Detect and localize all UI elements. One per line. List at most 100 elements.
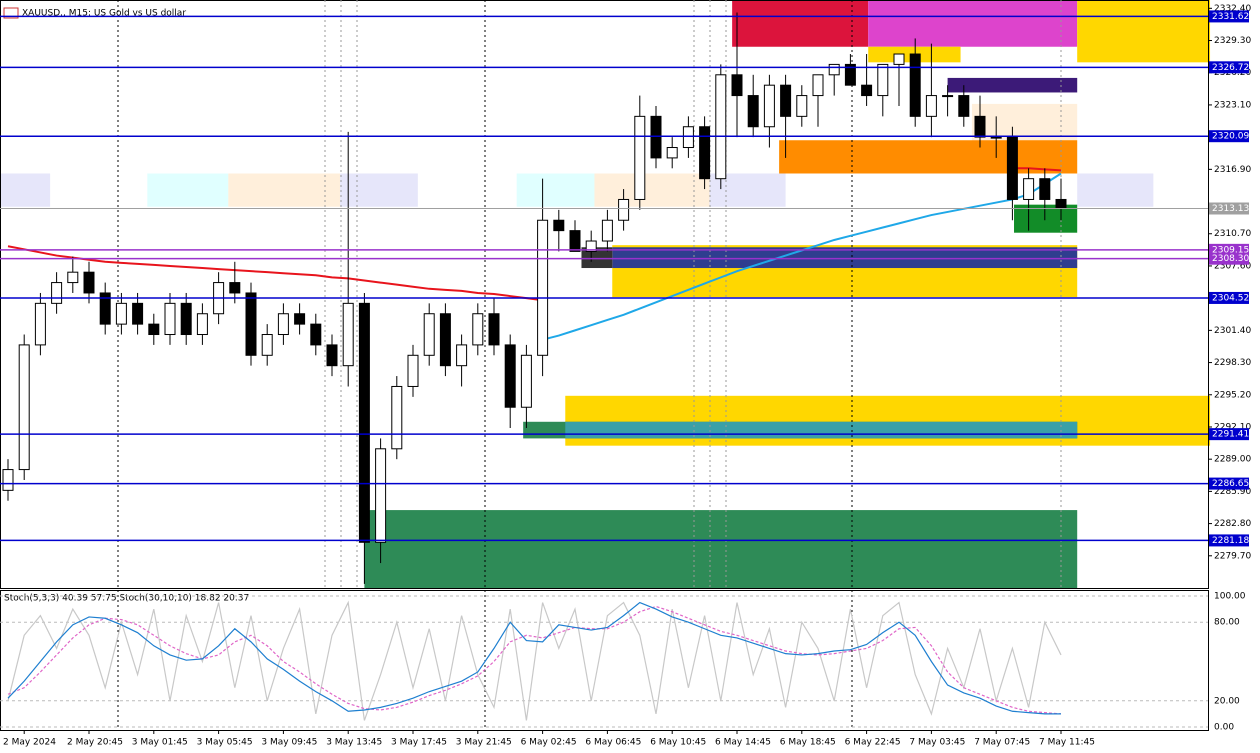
zone — [0, 173, 51, 207]
y-tick-label: 2282.80 — [1214, 519, 1251, 529]
y-tick-label: 2285.90 — [1214, 487, 1251, 497]
y-tick-label: 0.00 — [1214, 723, 1234, 733]
candle-body — [148, 323, 160, 336]
candle-body — [504, 344, 516, 408]
candle-body — [650, 115, 662, 159]
stoch-line — [7, 605, 1062, 715]
candle-body — [699, 126, 711, 180]
zone — [868, 0, 1078, 47]
level-label: 2286.65 — [1212, 479, 1249, 489]
candle-body — [115, 302, 127, 325]
frame — [0, 0, 1209, 731]
candle-body — [1023, 178, 1035, 200]
candle-body — [472, 313, 484, 346]
candle-body — [423, 313, 435, 356]
x-tick-label: 2 May 2024 — [3, 738, 56, 748]
stoch-frame — [0, 590, 1209, 731]
level-label-box — [1209, 61, 1249, 74]
marker-lines — [324, 0, 1062, 588]
candle-body — [796, 95, 808, 117]
level-label: 2331.62 — [1212, 12, 1249, 22]
candle-body — [132, 302, 144, 325]
candle-body — [277, 313, 289, 336]
candle-body — [990, 136, 1002, 139]
zone — [594, 173, 710, 207]
candle-body — [439, 313, 451, 367]
zone — [1077, 0, 1211, 63]
x-tick-label: 3 May 17:45 — [391, 738, 447, 748]
indicator-title: Stoch(5,3,3) 40.39 57.75 Stoch(30,10,10)… — [4, 594, 249, 604]
candle-body — [715, 74, 727, 180]
y-tick-label: 2289.00 — [1214, 455, 1251, 465]
y-tick-label: 2298.30 — [1214, 358, 1251, 368]
y-tick-label: 2301.40 — [1214, 326, 1251, 336]
zone — [228, 173, 341, 207]
candle-body — [358, 302, 370, 543]
candle-body — [294, 313, 306, 325]
y-tick-label: 2307.60 — [1214, 261, 1251, 271]
candle-body — [520, 354, 532, 408]
candle-body — [99, 292, 111, 325]
candle-body — [342, 302, 354, 367]
session-lines — [117, 0, 853, 730]
candle-body — [391, 385, 403, 450]
x-tick-label: 3 May 21:45 — [456, 738, 512, 748]
level-label: 2304.52 — [1212, 293, 1249, 303]
level-label: 2313.13 — [1212, 204, 1249, 214]
y-tick-label: 2310.70 — [1214, 229, 1251, 239]
candle-body — [245, 292, 257, 356]
candle-body — [51, 282, 63, 304]
x-tick-label: 3 May 05:45 — [197, 738, 253, 748]
level-label-box — [1209, 10, 1249, 23]
x-tick-label: 3 May 13:45 — [326, 738, 382, 748]
y-tick-label: 2329.30 — [1214, 36, 1251, 46]
candle-body — [861, 84, 873, 97]
level-label-box — [1209, 130, 1249, 143]
candle-body — [618, 198, 630, 221]
level-label-box — [1209, 534, 1249, 547]
y-tick-label: 2332.40 — [1214, 4, 1251, 14]
candle-body — [488, 313, 500, 346]
candle-body — [731, 74, 743, 97]
moving-average — [7, 167, 1062, 302]
candle-body — [34, 302, 46, 346]
level-label-box — [1209, 477, 1249, 490]
y-tick-label: 2316.90 — [1214, 165, 1251, 175]
zone — [340, 173, 418, 207]
candle-body — [326, 344, 338, 367]
x-tick-label: 7 May 03:45 — [909, 738, 965, 748]
level-label: 2326.72 — [1212, 63, 1249, 73]
x-tick-label: 6 May 22:45 — [845, 738, 901, 748]
candle-body — [2, 469, 14, 491]
candle-body — [310, 323, 322, 346]
zone — [732, 0, 869, 47]
candle-body — [974, 115, 986, 138]
y-tick-label: 2323.10 — [1214, 100, 1251, 110]
x-tick-label: 7 May 11:45 — [1039, 738, 1095, 748]
stoch-line — [7, 600, 1062, 721]
candle-body — [666, 147, 678, 159]
zone — [516, 173, 595, 207]
symbol-icon — [3, 7, 19, 19]
x-tick-label: 6 May 06:45 — [585, 738, 641, 748]
candle-body — [537, 219, 549, 356]
x-tick-label: 2 May 20:45 — [67, 738, 123, 748]
candle-body — [569, 230, 581, 252]
candle-body — [1039, 178, 1051, 200]
y-tick-label: 2295.20 — [1214, 390, 1251, 400]
candle-body — [844, 63, 856, 86]
candle-body — [682, 126, 694, 149]
candle-body — [958, 95, 970, 117]
y-tick-label: 2279.70 — [1214, 551, 1251, 561]
candle-body — [407, 354, 419, 387]
candle-body — [909, 53, 921, 117]
zone — [581, 247, 613, 269]
x-tick-label: 6 May 18:45 — [780, 738, 836, 748]
candle-body — [877, 63, 889, 97]
level-label: 2281.18 — [1212, 536, 1249, 546]
x-tick-label: 3 May 09:45 — [261, 738, 317, 748]
zone — [147, 173, 229, 207]
candle-body — [812, 74, 824, 97]
level-label-box — [1209, 291, 1249, 304]
